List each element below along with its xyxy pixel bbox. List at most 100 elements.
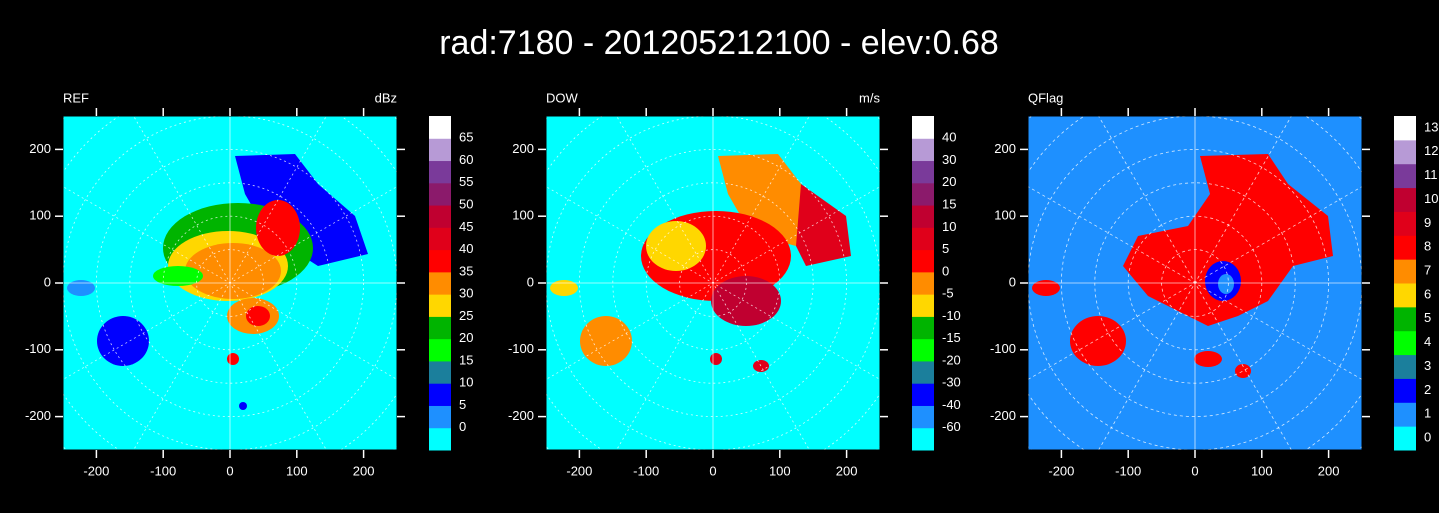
y-tick-label: 100	[512, 208, 534, 223]
colorbar-label: -30	[942, 375, 961, 390]
ref-panel: -200 -100 0 100 200 -200 -100 0 100 200 REF dBz 0 5 10…	[25, 90, 474, 478]
y-tick-label: 200	[512, 141, 534, 156]
colorbar-segment	[912, 227, 934, 251]
colorbar-label: 11	[1424, 167, 1438, 182]
colorbar-label: 20	[459, 330, 473, 345]
echo	[711, 276, 781, 326]
colorbar-label: -5	[942, 286, 954, 301]
echo	[1194, 351, 1222, 367]
echo	[246, 306, 270, 326]
colorbar-segment	[1394, 283, 1416, 308]
colorbar-label: 0	[942, 263, 949, 278]
colorbar-label: 5	[942, 241, 949, 256]
y-tick-label: 100	[994, 208, 1016, 223]
colorbar-label: 40	[942, 130, 956, 145]
colorbar-segment	[429, 405, 451, 429]
colorbar-segment	[1394, 378, 1416, 403]
colorbar-label: -10	[942, 308, 961, 323]
range-rings	[546, 116, 880, 450]
x-tick-label: -200	[566, 463, 592, 478]
colorbar-label: 10	[942, 219, 956, 234]
colorbar-segment	[1394, 330, 1416, 356]
x-tick-label: 200	[836, 463, 858, 478]
qflag-panel: -200 -100 0 100 200-200-1000100200QFlag01234…	[990, 90, 1439, 478]
x-tick-label: -100	[1115, 463, 1141, 478]
colorbar-segment	[429, 138, 451, 162]
colorbar-segment	[429, 182, 451, 206]
colorbar-segment	[1394, 116, 1416, 141]
colorbar-segment	[912, 116, 934, 139]
colorbar-label: 10	[459, 375, 473, 390]
x-tick-label: 100	[769, 463, 791, 478]
colorbar-label: 15	[942, 197, 956, 212]
echo	[185, 243, 281, 299]
figure-title: rad:7180 - 201205212100 - elev:0.68	[439, 24, 999, 62]
colorbar-label: 7	[1424, 263, 1431, 278]
colorbar-label: 65	[459, 130, 473, 145]
colorbar-segment	[1394, 402, 1416, 427]
x-tick-label: 100	[286, 463, 308, 478]
colorbar-label: 55	[459, 174, 473, 189]
y-tick-label: 200	[994, 141, 1016, 156]
colorbar-label: 1	[1424, 406, 1431, 421]
colorbar-segment	[429, 360, 451, 384]
echo	[753, 360, 769, 372]
x-tick-label: 0	[1191, 463, 1198, 478]
x-tick-label: 0	[709, 463, 716, 478]
echo	[1070, 316, 1126, 366]
colorbar-label: 60	[459, 152, 473, 167]
colorbar-segment	[429, 427, 451, 451]
colorbar-label: -15	[942, 330, 961, 345]
colorbar-label: 12	[1424, 143, 1438, 158]
y-tick-label: -200	[25, 408, 51, 423]
echo	[580, 316, 632, 366]
colorbar-label: 0	[459, 419, 466, 434]
colorbar-label: 5	[459, 397, 466, 412]
colorbar-segment	[912, 360, 934, 384]
x-tick-label: 200	[353, 463, 375, 478]
colorbar-label: 30	[459, 286, 473, 301]
colorbar-segment	[912, 427, 934, 451]
colorbar-segment	[912, 182, 934, 206]
colorbar-label: 9	[1424, 215, 1431, 230]
colorbar-segment	[429, 205, 451, 228]
echo	[97, 316, 149, 366]
x-tick-label: -100	[633, 463, 659, 478]
x-tick-label: 0	[226, 463, 233, 478]
echo	[646, 221, 706, 271]
colorbar-label: 10	[1424, 191, 1438, 206]
colorbar-segment	[1394, 235, 1416, 260]
panel-label: REF	[63, 90, 89, 105]
spoke	[546, 186, 880, 380]
colorbar-label: 5	[1424, 310, 1431, 325]
colorbar-label: 6	[1424, 286, 1431, 301]
colorbar-segment	[1394, 306, 1416, 332]
colorbar-segment	[1394, 139, 1416, 165]
x-tick-label: 100	[1251, 463, 1273, 478]
echo	[67, 280, 95, 296]
y-tick-label: -100	[990, 341, 1016, 356]
colorbar-segment	[912, 249, 934, 273]
y-tick-label: -200	[990, 408, 1016, 423]
colorbar-segment	[912, 405, 934, 429]
colorbar-segment	[912, 383, 934, 406]
colorbar-segment	[429, 383, 451, 406]
colorbar-segment	[1394, 259, 1416, 284]
colorbar-label: -60	[942, 419, 961, 434]
colorbar-segment	[1394, 163, 1416, 189]
echo	[256, 200, 300, 256]
echo	[153, 266, 203, 286]
echo	[227, 353, 239, 365]
echo	[1235, 364, 1251, 378]
colorbar-segment	[429, 271, 451, 295]
echo	[235, 154, 368, 266]
colorbar-label: 30	[942, 152, 956, 167]
colorbar-segment	[912, 138, 934, 162]
echoes	[67, 154, 368, 410]
colorbar-segment	[912, 338, 934, 362]
panel-label: QFlag	[1028, 90, 1063, 105]
echo	[239, 402, 247, 410]
colorbar-label: 13	[1424, 119, 1438, 134]
